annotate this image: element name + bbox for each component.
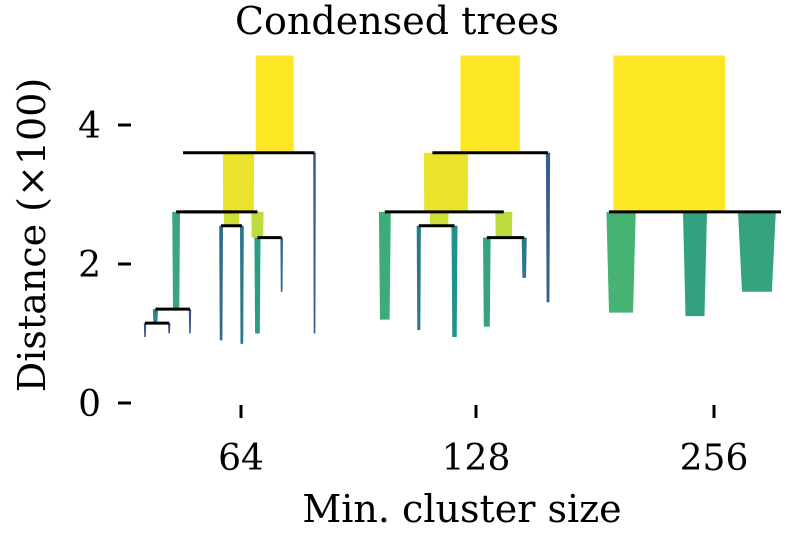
x-tick-label: 64 xyxy=(218,438,264,479)
x-axis-label: Min. cluster size xyxy=(302,487,621,531)
tree-branch xyxy=(255,55,294,153)
tree-branch xyxy=(240,225,244,344)
tree-branch xyxy=(172,211,180,310)
tree-branch xyxy=(483,237,491,327)
tree-branch xyxy=(545,152,551,303)
tree-branch xyxy=(223,211,240,226)
tree-branch xyxy=(313,152,316,334)
tree-branch xyxy=(495,211,513,238)
tree-branch xyxy=(416,225,421,330)
tree-branch xyxy=(378,211,391,320)
tree-branch xyxy=(460,55,520,153)
tree-branch xyxy=(738,211,776,292)
tree-branch xyxy=(423,152,469,212)
y-tick-label: 2 xyxy=(78,245,101,286)
x-tick-label: 128 xyxy=(442,438,511,479)
tree-branch xyxy=(521,237,527,278)
tree-128 xyxy=(378,55,551,337)
tree-branch xyxy=(152,309,158,324)
chart-title: Condensed trees xyxy=(235,0,559,43)
tree-branch xyxy=(613,55,726,212)
y-axis-label: Distance (×100) xyxy=(10,78,54,392)
condensed-trees xyxy=(143,55,781,344)
y-tick-label: 4 xyxy=(78,106,101,147)
tree-branch xyxy=(606,211,636,313)
tree-branch xyxy=(280,237,283,292)
tree-branch xyxy=(219,225,223,341)
tree-branch xyxy=(222,152,254,212)
x-tick-label: 256 xyxy=(680,438,749,479)
tree-branch xyxy=(429,211,449,226)
tree-64 xyxy=(143,55,316,344)
tree-branch xyxy=(683,211,707,317)
y-axis: 0 2 4 xyxy=(78,106,131,425)
tree-branch xyxy=(451,225,458,337)
tree-branch xyxy=(254,237,261,334)
tree-256 xyxy=(606,55,781,317)
tree-branch xyxy=(251,211,264,238)
tree-branch xyxy=(188,309,192,334)
x-axis: 64 128 256 xyxy=(218,405,748,479)
y-tick-label: 0 xyxy=(78,384,101,425)
tree-branch xyxy=(143,323,147,337)
tree-branch xyxy=(168,323,171,334)
